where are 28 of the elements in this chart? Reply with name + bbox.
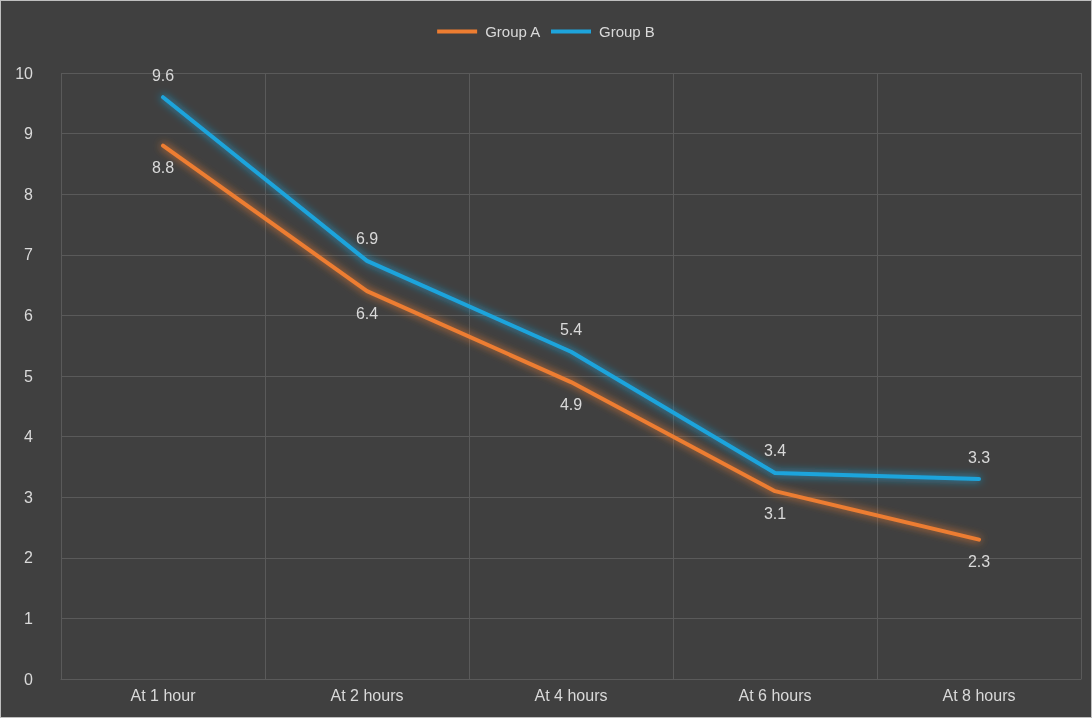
data-label: 6.9 bbox=[355, 230, 379, 248]
y-tick-label: 3 bbox=[24, 488, 34, 506]
x-tick-label: At 1 hour bbox=[130, 686, 197, 704]
x-tick-label: At 8 hours bbox=[942, 686, 1016, 704]
y-tick-label: 2 bbox=[24, 549, 34, 567]
data-label: 3.3 bbox=[967, 448, 991, 466]
y-tick-label: 0 bbox=[24, 670, 34, 688]
x-tick-label: At 2 hours bbox=[330, 686, 404, 704]
data-label: 5.4 bbox=[559, 321, 583, 339]
y-tick-label: 5 bbox=[24, 367, 34, 385]
y-tick-label: 7 bbox=[24, 246, 34, 264]
data-label: 6.4 bbox=[355, 304, 379, 322]
data-label: 8.8 bbox=[151, 159, 175, 177]
data-label: 9.6 bbox=[151, 66, 175, 84]
data-label: 4.9 bbox=[559, 395, 583, 413]
x-tick-label: At 6 hours bbox=[738, 686, 812, 704]
y-tick-label: 8 bbox=[24, 185, 34, 203]
data-label: 2.3 bbox=[967, 553, 991, 571]
data-label: 3.4 bbox=[763, 442, 787, 460]
y-tick-label: 6 bbox=[24, 306, 34, 324]
x-tick-label: At 4 hours bbox=[534, 686, 608, 704]
y-tick-label: 4 bbox=[24, 428, 34, 446]
data-label: 3.1 bbox=[763, 504, 787, 522]
y-tick-label: 10 bbox=[15, 64, 34, 82]
legend-label: Group A bbox=[485, 23, 541, 40]
y-tick-label: 9 bbox=[24, 125, 34, 143]
y-tick-label: 1 bbox=[24, 609, 34, 627]
legend-label: Group B bbox=[599, 23, 655, 40]
